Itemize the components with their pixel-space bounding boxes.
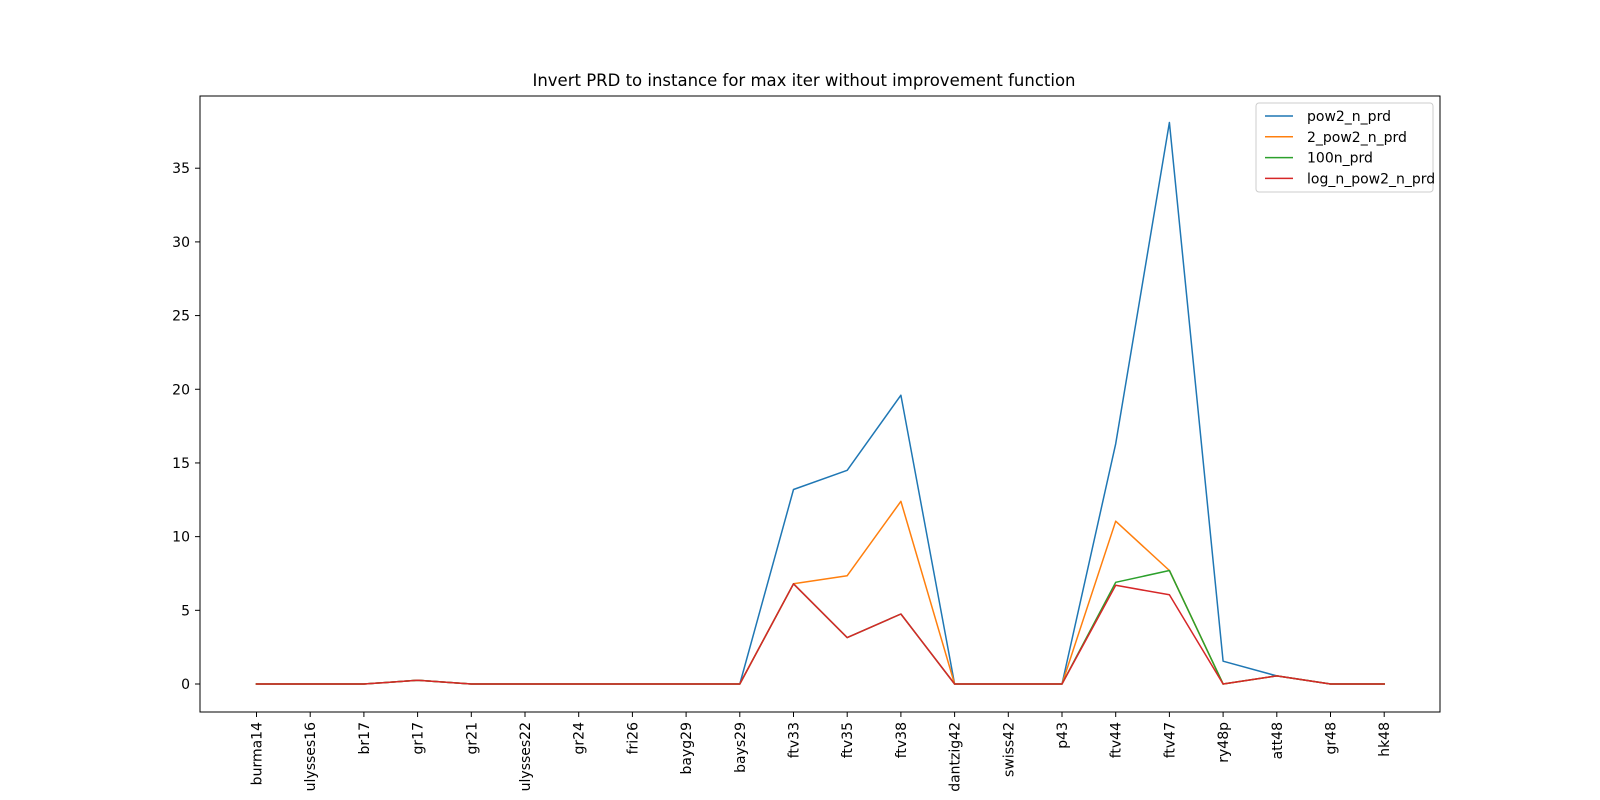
legend-box bbox=[1255, 102, 1434, 193]
x-tick-label: gr17 bbox=[411, 722, 427, 754]
x-tick-label: gr21 bbox=[464, 722, 480, 754]
y-tick-label: 15 bbox=[172, 456, 190, 472]
legend: pow2_n_prd 2_pow2_n_prd 100n_prd log_n_pow2… bbox=[1255, 102, 1435, 193]
y-tick-label: 5 bbox=[181, 603, 190, 619]
x-tick-label: ftv38 bbox=[894, 722, 910, 758]
x-tick-label: br17 bbox=[357, 722, 373, 754]
x-tick-label: p43 bbox=[1055, 722, 1071, 749]
x-tick-label: gr24 bbox=[572, 722, 588, 755]
y-axis: 0 5 10 15 20 25 30 35 bbox=[172, 161, 200, 693]
plot-area bbox=[199, 95, 1441, 713]
x-tick-label: hk48 bbox=[1377, 722, 1393, 757]
x-tick-label: ulysses16 bbox=[303, 722, 319, 791]
series-line-pow2-n-prd bbox=[255, 121, 1385, 685]
x-tick-label: ftv35 bbox=[840, 722, 856, 758]
legend-label: 100n_prd bbox=[1307, 151, 1373, 167]
x-tick-label: ftv47 bbox=[1162, 722, 1178, 758]
x-tick-label: ulysses22 bbox=[518, 722, 534, 791]
x-tick-label: bayg29 bbox=[679, 722, 695, 774]
chart-title: Invert PRD to instance for max iter with… bbox=[532, 71, 1075, 90]
legend-label: log_n_pow2_n_prd bbox=[1307, 171, 1435, 187]
x-tick-label: ry48p bbox=[1216, 722, 1232, 763]
x-tick-label: dantzig42 bbox=[948, 722, 964, 792]
legend-label: 2_pow2_n_prd bbox=[1307, 130, 1407, 146]
x-tick-label: att48 bbox=[1270, 722, 1286, 759]
x-axis: burma14 ulysses16 br17 gr17 gr21 ulysses22 gr2… bbox=[250, 712, 1393, 792]
x-tick-label: bays29 bbox=[733, 722, 749, 773]
x-tick-label: swiss42 bbox=[1001, 722, 1017, 777]
legend-label: pow2_n_prd bbox=[1307, 109, 1391, 125]
x-tick-label: fri26 bbox=[625, 722, 641, 754]
series-line-2-pow2-n-prd bbox=[255, 500, 1385, 685]
series-lines bbox=[255, 121, 1385, 685]
y-tick-label: 35 bbox=[172, 161, 190, 177]
y-tick-label: 20 bbox=[172, 382, 190, 398]
y-tick-label: 25 bbox=[172, 309, 190, 325]
y-tick-label: 0 bbox=[181, 677, 190, 693]
x-tick-label: ftv33 bbox=[787, 722, 803, 758]
x-tick-label: burma14 bbox=[250, 722, 266, 785]
series-line-log-n-pow2-n-prd bbox=[255, 583, 1385, 685]
x-tick-label: gr48 bbox=[1324, 722, 1340, 754]
y-tick-label: 30 bbox=[172, 235, 190, 251]
y-tick-label: 10 bbox=[172, 530, 190, 546]
x-tick-label: ftv44 bbox=[1109, 722, 1125, 758]
